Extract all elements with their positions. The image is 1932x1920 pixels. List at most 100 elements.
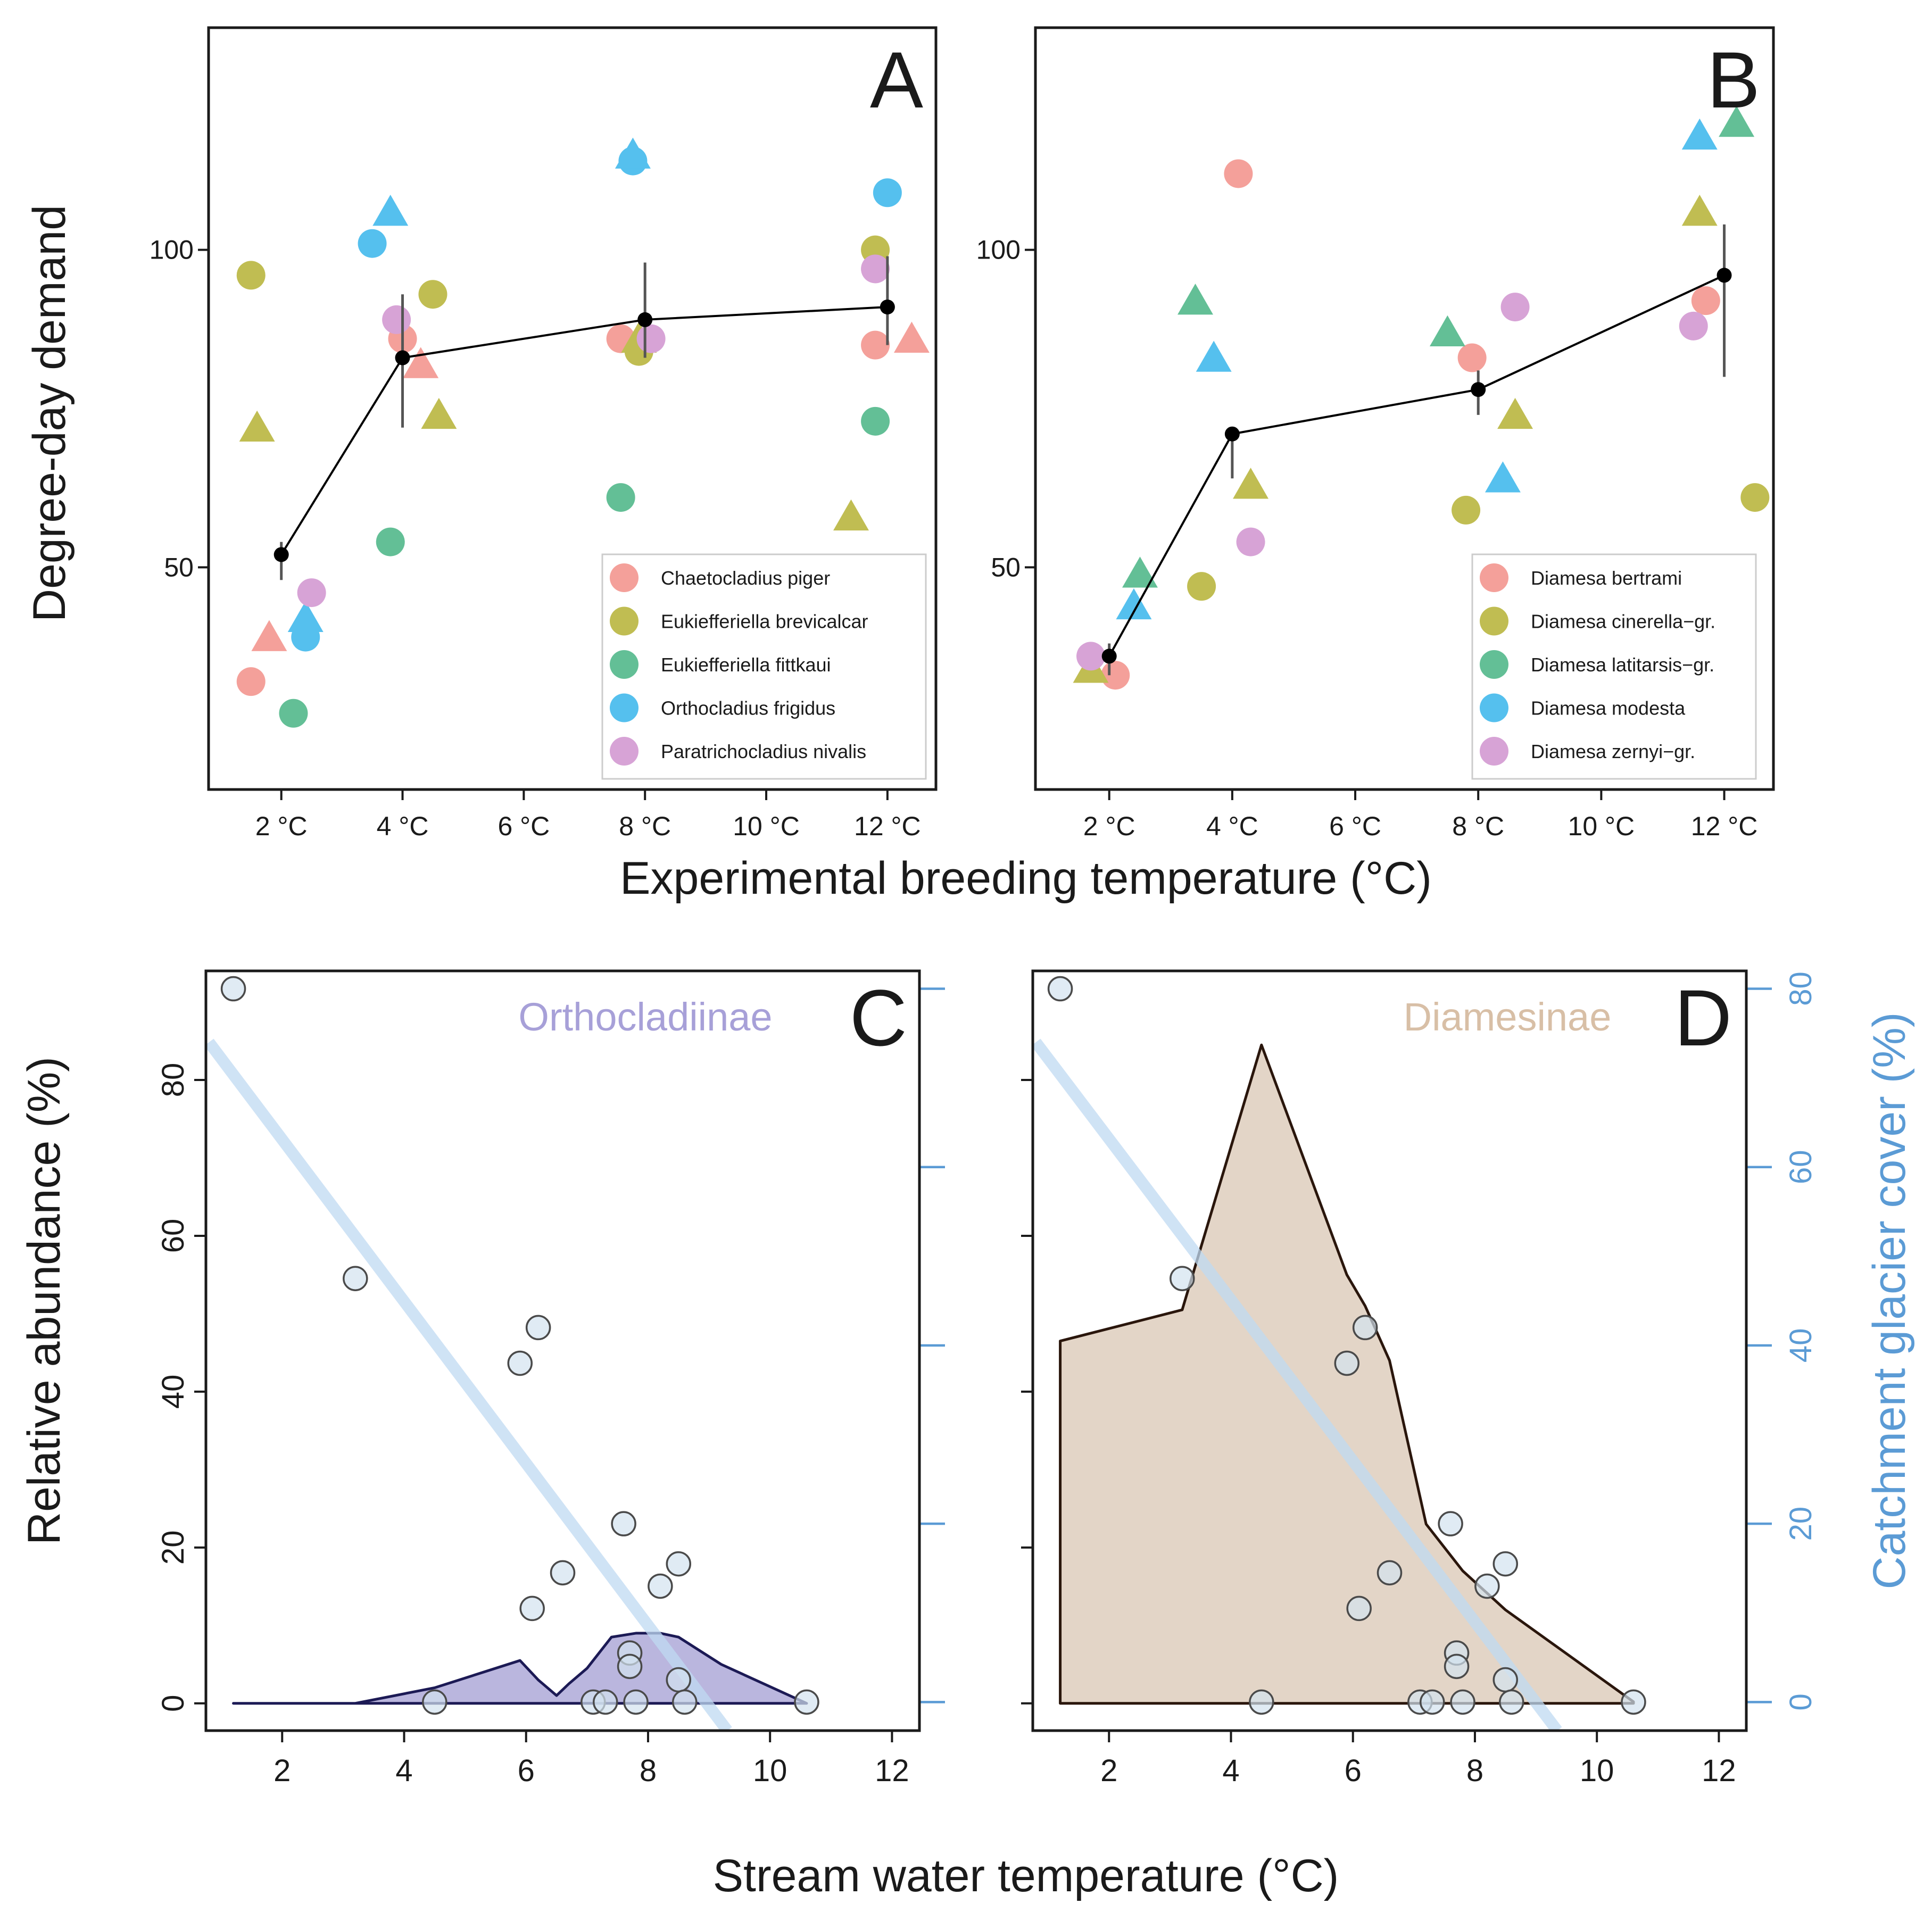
panel-b-legend-marker-3 — [1480, 693, 1508, 722]
panel-a-point-eukiefferiella-brevicalcar-9 — [418, 280, 447, 309]
panel-a-point-eukiefferiella-fittkaui-17 — [606, 483, 635, 512]
panel-a-x-tick-label-12: 12 °C — [854, 811, 921, 841]
panel-c-site-point-1 — [343, 1266, 368, 1291]
panel-b-legend-label-0: Diamesa bertrami — [1531, 567, 1682, 589]
panel-b-point-diamesa-cinerella-gr-9 — [1681, 195, 1718, 226]
panel-c-y-tick-label-80: 80 — [156, 1063, 190, 1098]
panel-a-point-orthocladius-frigidus-22 — [372, 195, 409, 226]
panel-b-legend-label-2: Diamesa latitarsis−gr. — [1531, 654, 1714, 676]
panel-a-point-paratrichocladius-nivalis-27 — [382, 305, 411, 334]
panel-d-site-point-15 — [1492, 1667, 1519, 1693]
panel-d-letter: D — [1674, 973, 1732, 1062]
panel-b-point-diamesa-cinerella-gr-8 — [1497, 397, 1533, 429]
panel-d-site-point-1 — [1170, 1266, 1195, 1291]
panel-d-x-tick-label-10: 10 — [1580, 1753, 1614, 1788]
panel-d-site-point-2 — [1249, 1689, 1274, 1715]
panel-b-x-tick-label-10: 10 °C — [1568, 811, 1635, 841]
panel-c-x-tick-label-8: 8 — [640, 1753, 657, 1788]
panel-a-legend-label-4: Paratrichocladius nivalis — [661, 741, 866, 762]
panel-b-y-ticks: 50 100 — [976, 235, 1035, 582]
panel-a-x-tick-label-8: 8 °C — [619, 811, 671, 841]
panel-b-mean-point-3 — [1717, 268, 1732, 283]
panel-a-legend-marker-1 — [610, 606, 639, 636]
panel-a-point-chaetocladius-piger-5 — [861, 330, 890, 360]
panel-a: 2 °C 4 °C 6 °C 8 °C 10 °C 12 °C 50 100 Chaetoc… — [150, 26, 938, 841]
panel-a-frame — [207, 26, 938, 791]
panel-b-x-tick-label-4: 4 °C — [1206, 811, 1258, 841]
bottom-x-axis-title: Stream water temperature (°C) — [713, 1850, 1339, 1901]
panel-a-point-eukiefferiella-fittkaui-18 — [861, 406, 890, 436]
panel-c-x-tick-label-10: 10 — [753, 1753, 787, 1788]
panel-a-x-tick-label-10: 10 °C — [733, 811, 800, 841]
panel-a-x-tick-label-2: 2 °C — [255, 811, 308, 841]
panel-a-point-eukiefferiella-fittkaui-16 — [376, 527, 405, 556]
panel-b-legend-marker-0 — [1480, 563, 1508, 592]
panel-a-legend-marker-3 — [610, 693, 639, 722]
panel-b-x-tick-label-12: 12 °C — [1691, 811, 1758, 841]
panel-a-point-eukiefferiella-brevicalcar-14 — [833, 499, 869, 531]
panel-c: 2 4 6 8 10 12 0 20 40 60 80 Orthocladiinae C — [156, 969, 945, 1788]
panel-d: 2 4 6 8 10 12 0 20 40 60 80 Diamesinae D — [1021, 969, 1818, 1788]
panel-a-x-tick-label-6: 6 °C — [497, 811, 550, 841]
panel-b-x-ticks: 2 °C 4 °C 6 °C 8 °C 10 °C 12 °C — [1083, 789, 1758, 841]
panel-c-site-point-15 — [666, 1667, 692, 1693]
panel-b-point-diamesa-zernyi-gr-22 — [1679, 311, 1708, 340]
panel-a-legend-box — [601, 553, 927, 780]
panel-b-mean-line — [1101, 224, 1732, 676]
panel-a-point-orthocladius-frigidus-20 — [287, 601, 324, 633]
panel-d-clipped — [1033, 976, 1646, 1731]
panel-d-site-point-12 — [1450, 1689, 1475, 1715]
panel-b-legend-marker-4 — [1480, 737, 1508, 766]
panel-b-mean-point-2 — [1471, 382, 1486, 397]
panel-d-site-point-5 — [1346, 1595, 1372, 1622]
panel-c-x-ticks: 2 4 6 8 10 12 — [273, 1731, 909, 1788]
panel-c-x-tick-label-12: 12 — [875, 1753, 909, 1788]
top-x-axis-title: Experimental breeding temperature (°C) — [620, 853, 1432, 904]
panel-b-point-diamesa-bertrami-3 — [1691, 286, 1720, 315]
panel-c-y-tick-label-40: 40 — [156, 1375, 190, 1409]
panel-b-x-tick-label-6: 6 °C — [1329, 811, 1381, 841]
panel-c-y-ticks: 0 20 40 60 80 — [156, 1063, 206, 1712]
panel-b-point-diamesa-cinerella-gr-5 — [1187, 572, 1216, 601]
panel-c-site-point-5 — [519, 1595, 545, 1622]
panel-a-x-tick-label-4: 4 °C — [377, 811, 429, 841]
panel-b-point-diamesa-latitarsis-gr-11 — [1122, 556, 1158, 588]
panel-c-x-tick-label-4: 4 — [395, 1753, 412, 1788]
panel-c-frame — [204, 969, 921, 1732]
panel-a-point-chaetocladius-piger-1 — [251, 620, 287, 651]
panel-a-x-ticks: 2 °C 4 °C 6 °C 8 °C 10 °C 12 °C — [255, 789, 921, 841]
panel-d-y-ticks — [1021, 1079, 1033, 1705]
panel-c-plot — [206, 976, 819, 1731]
panel-d-site-point-9 — [1438, 1511, 1463, 1536]
panel-a-point-eukiefferiella-brevicalcar-10 — [421, 397, 457, 429]
panel-b-x-tick-label-2: 2 °C — [1083, 811, 1135, 841]
panel-b-y-tick-label-50: 50 — [991, 552, 1021, 582]
panel-a-point-paratrichocladius-nivalis-29 — [861, 254, 890, 284]
panel-a-y-tick-label-100: 100 — [150, 235, 194, 265]
panel-b-point-diamesa-cinerella-gr-10 — [1740, 483, 1770, 512]
panel-a-point-paratrichocladius-nivalis-26 — [297, 578, 326, 608]
panel-a-legend: Chaetocladius piger Eukiefferiella brevic… — [601, 553, 927, 780]
panel-d-site-point-8 — [1419, 1689, 1445, 1715]
panel-b-mean-point-1 — [1224, 426, 1240, 442]
panel-b-legend-label-3: Diamesa modesta — [1531, 697, 1686, 719]
panel-c-site-point-0 — [220, 976, 246, 1002]
panel-a-mean-point-2 — [637, 312, 653, 327]
panel-c-y-tick-label-20: 20 — [156, 1531, 190, 1565]
panel-a-legend-label-1: Eukiefferiella brevicalcar — [661, 611, 868, 633]
panel-c-site-point-11 — [617, 1653, 643, 1680]
panel-a-letter: A — [870, 35, 923, 124]
panel-d-x-tick-label-4: 4 — [1222, 1753, 1239, 1788]
panel-c-site-point-17 — [794, 1689, 819, 1715]
panel-a-point-eukiefferiella-brevicalcar-7 — [236, 261, 266, 290]
panel-d-right-tick-label-0: 0 — [1784, 1693, 1818, 1710]
panel-b-y-tick-label-100: 100 — [976, 235, 1021, 265]
panel-c-group-label: Orthocladiinae — [518, 995, 772, 1039]
panel-b-point-diamesa-zernyi-gr-20 — [1236, 527, 1265, 556]
panel-b-point-diamesa-modesta-16 — [1196, 340, 1232, 372]
panel-a-legend-marker-0 — [610, 563, 639, 592]
panel-b-legend-marker-2 — [1480, 650, 1508, 679]
panel-d-site-point-14 — [1492, 1551, 1519, 1577]
panel-c-y-tick-label-0: 0 — [156, 1695, 190, 1712]
